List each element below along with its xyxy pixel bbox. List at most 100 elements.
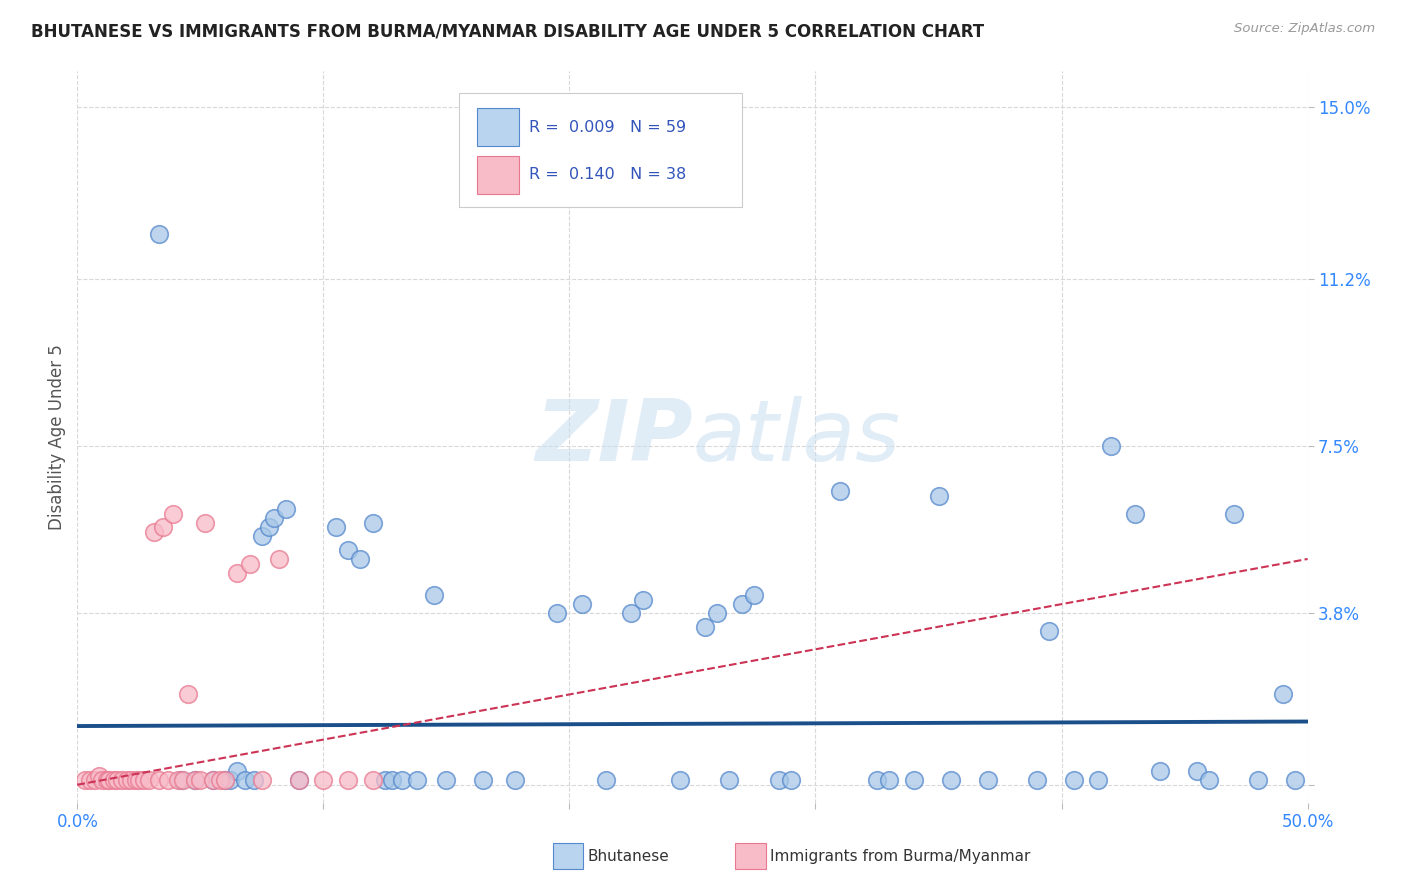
Point [337, 773, 360, 788]
Point [349, 552, 371, 566]
Point [1026, 773, 1049, 788]
Point [121, 773, 143, 788]
Point [423, 588, 446, 602]
Point [374, 773, 396, 788]
Point [325, 520, 347, 534]
Point [226, 566, 249, 580]
Point [288, 773, 311, 788]
Text: BHUTANESE VS IMMIGRANTS FROM BURMA/MYANMAR DISABILITY AGE UNDER 5 CORRELATION CH: BHUTANESE VS IMMIGRANTS FROM BURMA/MYANM… [31, 22, 984, 40]
Point [142, 524, 165, 539]
Point [1284, 773, 1306, 788]
FancyBboxPatch shape [477, 108, 519, 146]
Point [128, 773, 150, 788]
Point [928, 489, 950, 503]
Text: R =  0.009   N = 59: R = 0.009 N = 59 [529, 120, 686, 135]
Point [105, 773, 128, 788]
Point [1063, 773, 1085, 788]
Point [595, 773, 617, 788]
Point [505, 773, 527, 788]
Point [1038, 624, 1060, 639]
Point [219, 773, 242, 788]
Point [391, 773, 413, 788]
Point [718, 773, 741, 788]
Point [436, 773, 458, 788]
Point [571, 597, 593, 611]
Point [903, 773, 925, 788]
Point [209, 773, 232, 788]
Point [103, 773, 125, 788]
Point [706, 606, 728, 620]
Text: Immigrants from Burma/Myanmar: Immigrants from Burma/Myanmar [770, 849, 1031, 863]
Y-axis label: Disability Age Under 5: Disability Age Under 5 [48, 344, 66, 530]
Point [73, 773, 96, 788]
Point [879, 773, 901, 788]
Point [269, 552, 291, 566]
Point [83, 773, 105, 788]
Point [98, 773, 121, 788]
Point [111, 773, 132, 788]
Point [172, 773, 194, 788]
Point [79, 773, 101, 788]
Point [472, 773, 495, 788]
Point [184, 773, 207, 788]
FancyBboxPatch shape [477, 156, 519, 194]
Point [177, 688, 200, 702]
Point [167, 773, 190, 788]
Point [1125, 507, 1147, 521]
Point [138, 773, 160, 788]
Point [1272, 688, 1295, 702]
Point [125, 773, 148, 788]
Point [866, 773, 889, 788]
Text: atlas: atlas [693, 395, 900, 479]
Point [90, 773, 114, 788]
Point [977, 773, 1000, 788]
Point [201, 773, 224, 788]
Point [250, 529, 273, 543]
Text: Source: ZipAtlas.com: Source: ZipAtlas.com [1234, 22, 1375, 36]
Point [288, 773, 311, 788]
Point [742, 588, 765, 602]
Point [669, 773, 692, 788]
Point [152, 520, 174, 534]
Point [115, 773, 138, 788]
Point [233, 773, 256, 788]
Point [1247, 773, 1270, 788]
Point [226, 764, 249, 779]
Point [259, 520, 281, 534]
Point [188, 773, 212, 788]
Point [96, 773, 118, 788]
Point [939, 773, 962, 788]
Point [1099, 439, 1122, 453]
Point [312, 773, 335, 788]
Point [1087, 773, 1109, 788]
Point [184, 773, 207, 788]
Text: Bhutanese: Bhutanese [588, 849, 669, 863]
Point [830, 484, 852, 499]
Point [148, 227, 170, 241]
Point [250, 773, 273, 788]
FancyBboxPatch shape [458, 94, 742, 207]
Point [633, 592, 655, 607]
Point [276, 502, 298, 516]
Point [148, 773, 170, 788]
Point [361, 516, 384, 530]
Point [361, 773, 384, 788]
Point [780, 773, 803, 788]
Point [337, 543, 360, 558]
Point [214, 773, 236, 788]
Point [194, 516, 217, 530]
Point [1185, 764, 1208, 779]
Point [1223, 507, 1246, 521]
Point [693, 620, 716, 634]
Point [214, 773, 236, 788]
Point [263, 511, 285, 525]
Point [546, 606, 568, 620]
Point [239, 557, 262, 571]
Point [620, 606, 643, 620]
Point [731, 597, 754, 611]
Text: ZIP: ZIP [534, 395, 693, 479]
Point [381, 773, 404, 788]
Point [89, 769, 111, 783]
Point [1149, 764, 1171, 779]
Point [157, 773, 180, 788]
